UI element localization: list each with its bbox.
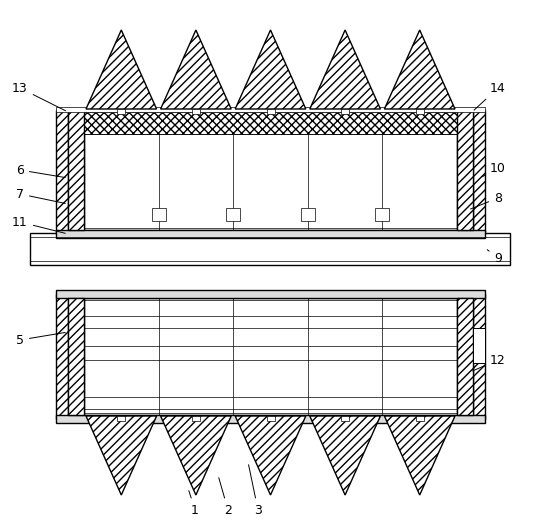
Polygon shape	[161, 416, 231, 495]
Bar	[56, 415, 485, 423]
Polygon shape	[310, 30, 380, 109]
Bar	[84, 298, 457, 415]
Bar	[84, 110, 457, 230]
Bar	[56, 294, 68, 419]
Bar	[473, 110, 485, 234]
Bar	[415, 416, 424, 421]
Polygon shape	[385, 416, 455, 495]
Bar	[341, 416, 349, 421]
Text: 10: 10	[483, 162, 506, 177]
Text: 8: 8	[471, 192, 502, 209]
Bar	[151, 208, 166, 221]
Bar	[68, 110, 84, 230]
Text: 2: 2	[219, 478, 232, 516]
Bar	[117, 109, 126, 114]
Text: 13: 13	[12, 81, 65, 111]
Polygon shape	[161, 30, 231, 109]
Bar	[192, 416, 200, 421]
Bar	[267, 109, 274, 114]
Bar	[56, 290, 485, 298]
Polygon shape	[385, 30, 455, 109]
Bar	[226, 208, 240, 221]
Bar	[84, 112, 457, 134]
Bar	[457, 298, 473, 415]
Bar	[267, 416, 274, 421]
Bar	[301, 208, 315, 221]
Bar	[473, 294, 485, 419]
Bar	[457, 110, 473, 230]
Text: 11: 11	[12, 215, 65, 233]
Text: 5: 5	[16, 333, 65, 346]
Bar	[30, 233, 510, 265]
Polygon shape	[235, 416, 306, 495]
Bar	[117, 416, 126, 421]
Text: 3: 3	[248, 465, 262, 516]
Polygon shape	[235, 30, 306, 109]
Text: 1: 1	[189, 491, 199, 516]
Text: 6: 6	[16, 164, 65, 177]
Bar	[192, 109, 200, 114]
Text: 14: 14	[474, 81, 506, 110]
Bar	[415, 109, 424, 114]
Bar	[341, 109, 349, 114]
Polygon shape	[86, 416, 156, 495]
Text: 7: 7	[16, 187, 65, 203]
Bar	[473, 328, 485, 363]
Text: 12: 12	[472, 354, 506, 371]
Bar	[56, 230, 485, 238]
Bar	[56, 107, 485, 112]
Polygon shape	[86, 30, 156, 109]
Polygon shape	[310, 416, 380, 495]
Bar	[375, 208, 390, 221]
Bar	[56, 110, 68, 234]
Text: 9: 9	[487, 250, 502, 265]
Bar	[68, 298, 84, 415]
